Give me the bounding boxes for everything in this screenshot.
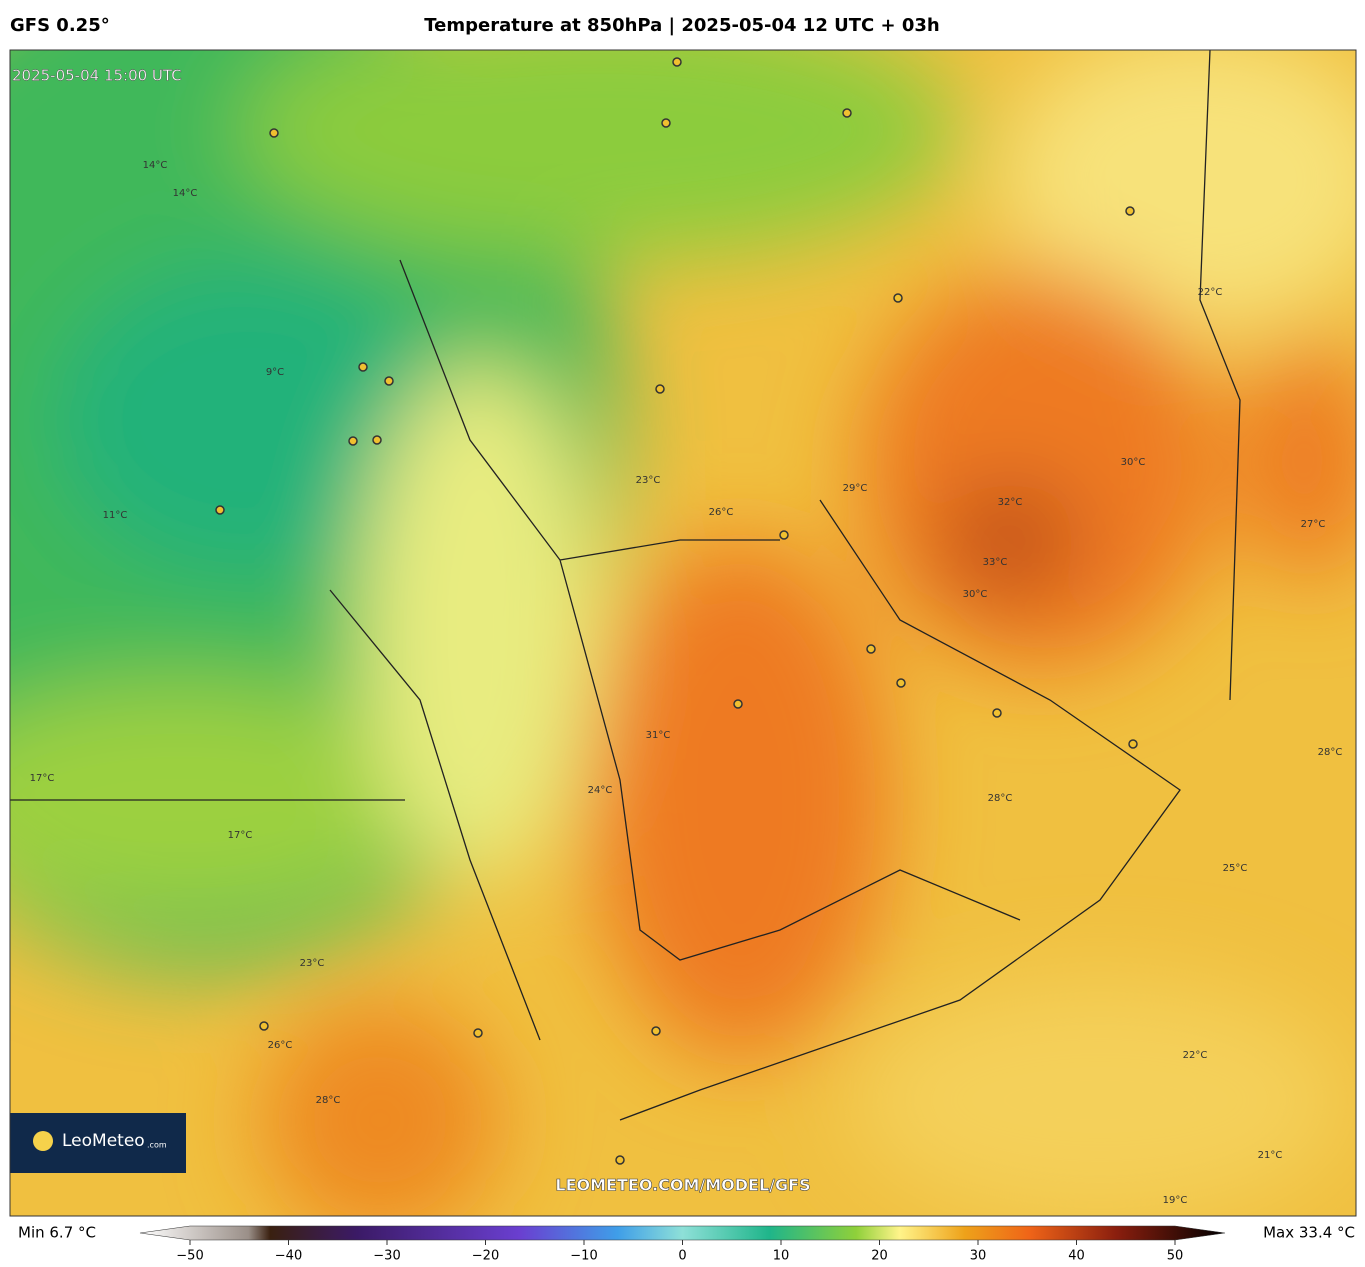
temperature-field <box>10 50 1356 1216</box>
map-frame <box>9 49 1357 1217</box>
min-label: Min 6.7 °C <box>18 1224 96 1242</box>
contour-label: 28°C <box>316 1095 341 1106</box>
city <box>269 128 279 138</box>
city <box>893 293 903 303</box>
borders <box>10 50 1241 1121</box>
contour-label: 17°C <box>30 773 55 784</box>
contour-label: 24°C <box>588 785 613 796</box>
city <box>779 530 789 540</box>
contour-label: 17°C <box>228 830 253 841</box>
contour-label: 11°C <box>103 510 128 521</box>
city <box>651 1026 661 1036</box>
colorbar-tick-label: −40 <box>275 1249 302 1264</box>
colorbar-tick-label: 20 <box>871 1249 888 1264</box>
valid-time: 2025-05-04 15:00 UTC <box>12 67 182 85</box>
colorbar <box>139 1225 1226 1241</box>
logo-text: LeoMeteo <box>62 1131 145 1151</box>
city <box>348 436 358 446</box>
city <box>1125 206 1135 216</box>
city <box>866 644 876 654</box>
contour-label: 23°C <box>636 475 661 486</box>
contour-label: 30°C <box>963 589 988 600</box>
contour-label: 28°C <box>1318 747 1343 758</box>
city <box>896 678 906 688</box>
colorbar-tick-label: 10 <box>773 1249 790 1264</box>
logo-suffix: .com <box>147 1141 167 1150</box>
contour-label: 30°C <box>1121 457 1146 468</box>
contour-label: 19°C <box>1163 1195 1188 1206</box>
city <box>358 362 368 372</box>
colorbar-tick-label: −10 <box>570 1249 597 1264</box>
contour-label: 27°C <box>1301 519 1326 530</box>
contour-label: 14°C <box>173 188 198 199</box>
city <box>1128 739 1138 749</box>
colorbar-tick-label: −30 <box>373 1249 400 1264</box>
colorbar-tick-label: 30 <box>970 1249 987 1264</box>
max-label: Max 33.4 °C <box>1263 1224 1355 1242</box>
contour-label: 29°C <box>843 483 868 494</box>
city <box>655 384 665 394</box>
city <box>672 57 682 67</box>
contour-label: 31°C <box>646 730 671 741</box>
colorbar-tick-label: 50 <box>1167 1249 1184 1264</box>
contour-label: 22°C <box>1183 1050 1208 1061</box>
model-name: GFS 0.25° <box>10 15 110 36</box>
city <box>661 118 671 128</box>
contour-label: 23°C <box>300 958 325 969</box>
contour-label: 26°C <box>709 507 734 518</box>
city <box>372 435 382 445</box>
colorbar-tick-label: −50 <box>176 1249 203 1264</box>
contour-label: 26°C <box>268 1040 293 1051</box>
contour-label: 33°C <box>983 557 1008 568</box>
map-title: Temperature at 850hPa | 2025-05-04 12 UT… <box>424 15 939 36</box>
contour-label: 32°C <box>998 497 1023 508</box>
contour-label: 14°C <box>143 160 168 171</box>
contour-label: 21°C <box>1258 1150 1283 1161</box>
city <box>384 376 394 386</box>
city <box>259 1021 269 1031</box>
city <box>992 708 1002 718</box>
map: 9°C 11°C 14°C 14°C 17°C 17°C 23°C 26°C 28°C 31°C 2… <box>10 50 1356 1216</box>
city <box>615 1155 625 1165</box>
city <box>215 505 225 515</box>
logo-sun <box>33 1131 53 1151</box>
colorbar-tick-label: 40 <box>1068 1249 1085 1264</box>
city <box>733 699 743 709</box>
contour-label: 25°C <box>1223 863 1248 874</box>
cities <box>215 57 1138 1165</box>
colorbar-tick-label: 0 <box>678 1249 686 1264</box>
watermark: LEOMETEO.COM/MODEL/GFS <box>555 1176 810 1195</box>
city <box>473 1028 483 1038</box>
contour-label: 28°C <box>988 793 1013 804</box>
colorbar-tick-label: −20 <box>472 1249 499 1264</box>
contour-label: 22°C <box>1198 287 1223 298</box>
city <box>842 108 852 118</box>
contour-labels: 9°C 11°C 14°C 14°C 17°C 17°C 23°C 26°C 28°C 31°C 2… <box>30 160 1343 1206</box>
contour-label: 9°C <box>266 367 284 378</box>
